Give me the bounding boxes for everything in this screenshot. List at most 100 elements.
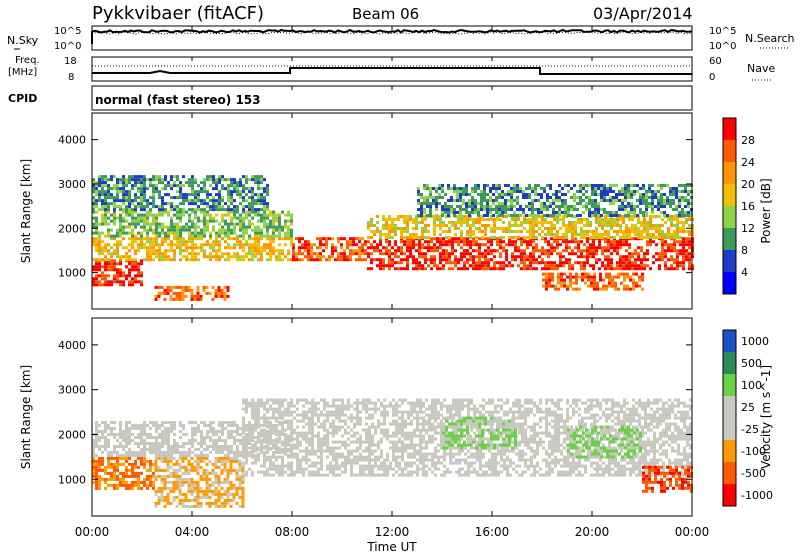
power-cells-cell	[349, 255, 352, 259]
vel-cells-cell	[269, 428, 272, 432]
power-cells-cell	[436, 224, 439, 227]
power-cells-cell	[597, 208, 600, 211]
power-cells-cell	[251, 255, 254, 259]
power-cells-cell	[670, 243, 673, 247]
vel-cells-cell	[107, 451, 110, 454]
power-cells-cell	[358, 258, 361, 262]
power-cells-cell	[140, 283, 143, 287]
power-cells-cell	[122, 187, 125, 191]
vel-cells-cell	[113, 486, 116, 490]
power-cells-cell	[155, 255, 158, 259]
power-cells-cell	[642, 214, 645, 217]
vel-cells-cell	[272, 446, 275, 450]
power-cells-cell	[202, 285, 206, 289]
power-cells-cell	[463, 252, 466, 256]
power-cells-cell	[673, 215, 676, 218]
power-cells-cell	[526, 255, 529, 259]
vel-cells-cell	[137, 442, 140, 445]
power-cells-cell	[167, 193, 170, 197]
power-cells-cell	[595, 236, 598, 239]
power-cells-cell	[547, 230, 550, 233]
power-cells-cell	[529, 252, 532, 256]
vel-cells-cell	[218, 436, 221, 439]
vel-cells-cell	[290, 431, 293, 435]
power-cells-cell	[119, 262, 122, 266]
power-cells-cell	[128, 231, 131, 235]
power-cells-cell	[98, 175, 101, 179]
power-cells-cell	[125, 205, 128, 209]
power-cells-cell	[534, 208, 537, 211]
power-cells-cell	[257, 193, 260, 197]
power-cells-cell	[611, 278, 614, 282]
vel-cells-cell	[140, 433, 143, 436]
power-cells-cell	[281, 237, 284, 241]
vel-cells-cell	[188, 448, 191, 451]
vel-cells-cell	[202, 459, 206, 463]
power-cells-cell	[550, 227, 553, 230]
power-cells-cell	[684, 214, 687, 217]
power-cells-cell	[610, 252, 613, 256]
vel-cells-cell	[146, 459, 149, 463]
power-cells-cell	[406, 249, 409, 253]
power-cells-cell	[382, 246, 385, 250]
vel-cells-cell	[278, 407, 281, 411]
power-cells-cell	[361, 237, 364, 241]
power-cells-cell	[181, 297, 185, 301]
power-cells-cell	[95, 228, 98, 232]
power-cells-cell	[158, 175, 161, 179]
power-cells-cell	[604, 258, 607, 262]
vel-cells-cell	[290, 434, 293, 438]
power-cells-cell	[618, 205, 621, 208]
power-cells-cell	[191, 175, 194, 179]
power-cells-cell	[116, 190, 119, 194]
vel-cells-cell	[215, 445, 218, 448]
power-cells-cell	[586, 224, 589, 227]
power-cells-cell	[248, 237, 251, 241]
power-cells-cell	[203, 228, 206, 232]
power-cells-cell	[651, 193, 654, 196]
vel-cells-cell	[224, 421, 227, 424]
vel-cells-cell	[119, 483, 122, 487]
power-cells-cell	[242, 190, 245, 194]
power-cells-cell	[188, 231, 191, 235]
power-cells-cell	[548, 281, 551, 285]
vel-cells-cell	[190, 468, 194, 472]
vel-cells-cell	[172, 489, 176, 493]
power-cells-cell	[627, 187, 630, 190]
power-cells-cell	[526, 258, 529, 262]
power-cells-cell	[687, 211, 690, 214]
vel-cells-cell	[166, 495, 170, 499]
power-cells-cell	[599, 272, 602, 276]
power-cells-cell	[206, 178, 209, 182]
power-cells-cell	[173, 258, 176, 262]
power-cells-cell	[212, 246, 215, 250]
power-cells-cell	[149, 258, 152, 262]
power-cells-cell	[95, 243, 98, 247]
power-cells-cell	[394, 243, 397, 247]
power-cells-cell	[682, 258, 685, 262]
power-cells-cell	[166, 285, 170, 289]
vel-cells-cell	[254, 440, 257, 444]
power-cells-cell	[562, 221, 565, 224]
power-cells-cell	[110, 280, 113, 284]
power-cells-cell	[679, 252, 682, 256]
vel-cells-cell	[95, 442, 98, 445]
power-cells-cell	[263, 234, 266, 238]
power-cells-cell	[161, 228, 164, 232]
power-cells-cell	[678, 190, 681, 193]
power-cells-cell	[490, 230, 493, 233]
power-cells-cell	[546, 199, 549, 202]
power-cells-cell	[155, 184, 158, 188]
vel-cells-cell	[161, 424, 164, 427]
vel-cells-cell	[173, 433, 176, 436]
power-cells-cell	[361, 252, 364, 256]
vel-cells-cell	[182, 424, 185, 427]
power-cells-cell	[639, 211, 642, 214]
power-cells-cell	[529, 224, 532, 227]
power-cells-cell	[239, 216, 242, 220]
power-cells-cell	[481, 243, 484, 247]
power-cells-cell	[484, 218, 487, 221]
power-cells-cell	[471, 211, 474, 214]
power-cells-cell	[520, 224, 523, 227]
vel-cells-cell	[196, 471, 200, 475]
